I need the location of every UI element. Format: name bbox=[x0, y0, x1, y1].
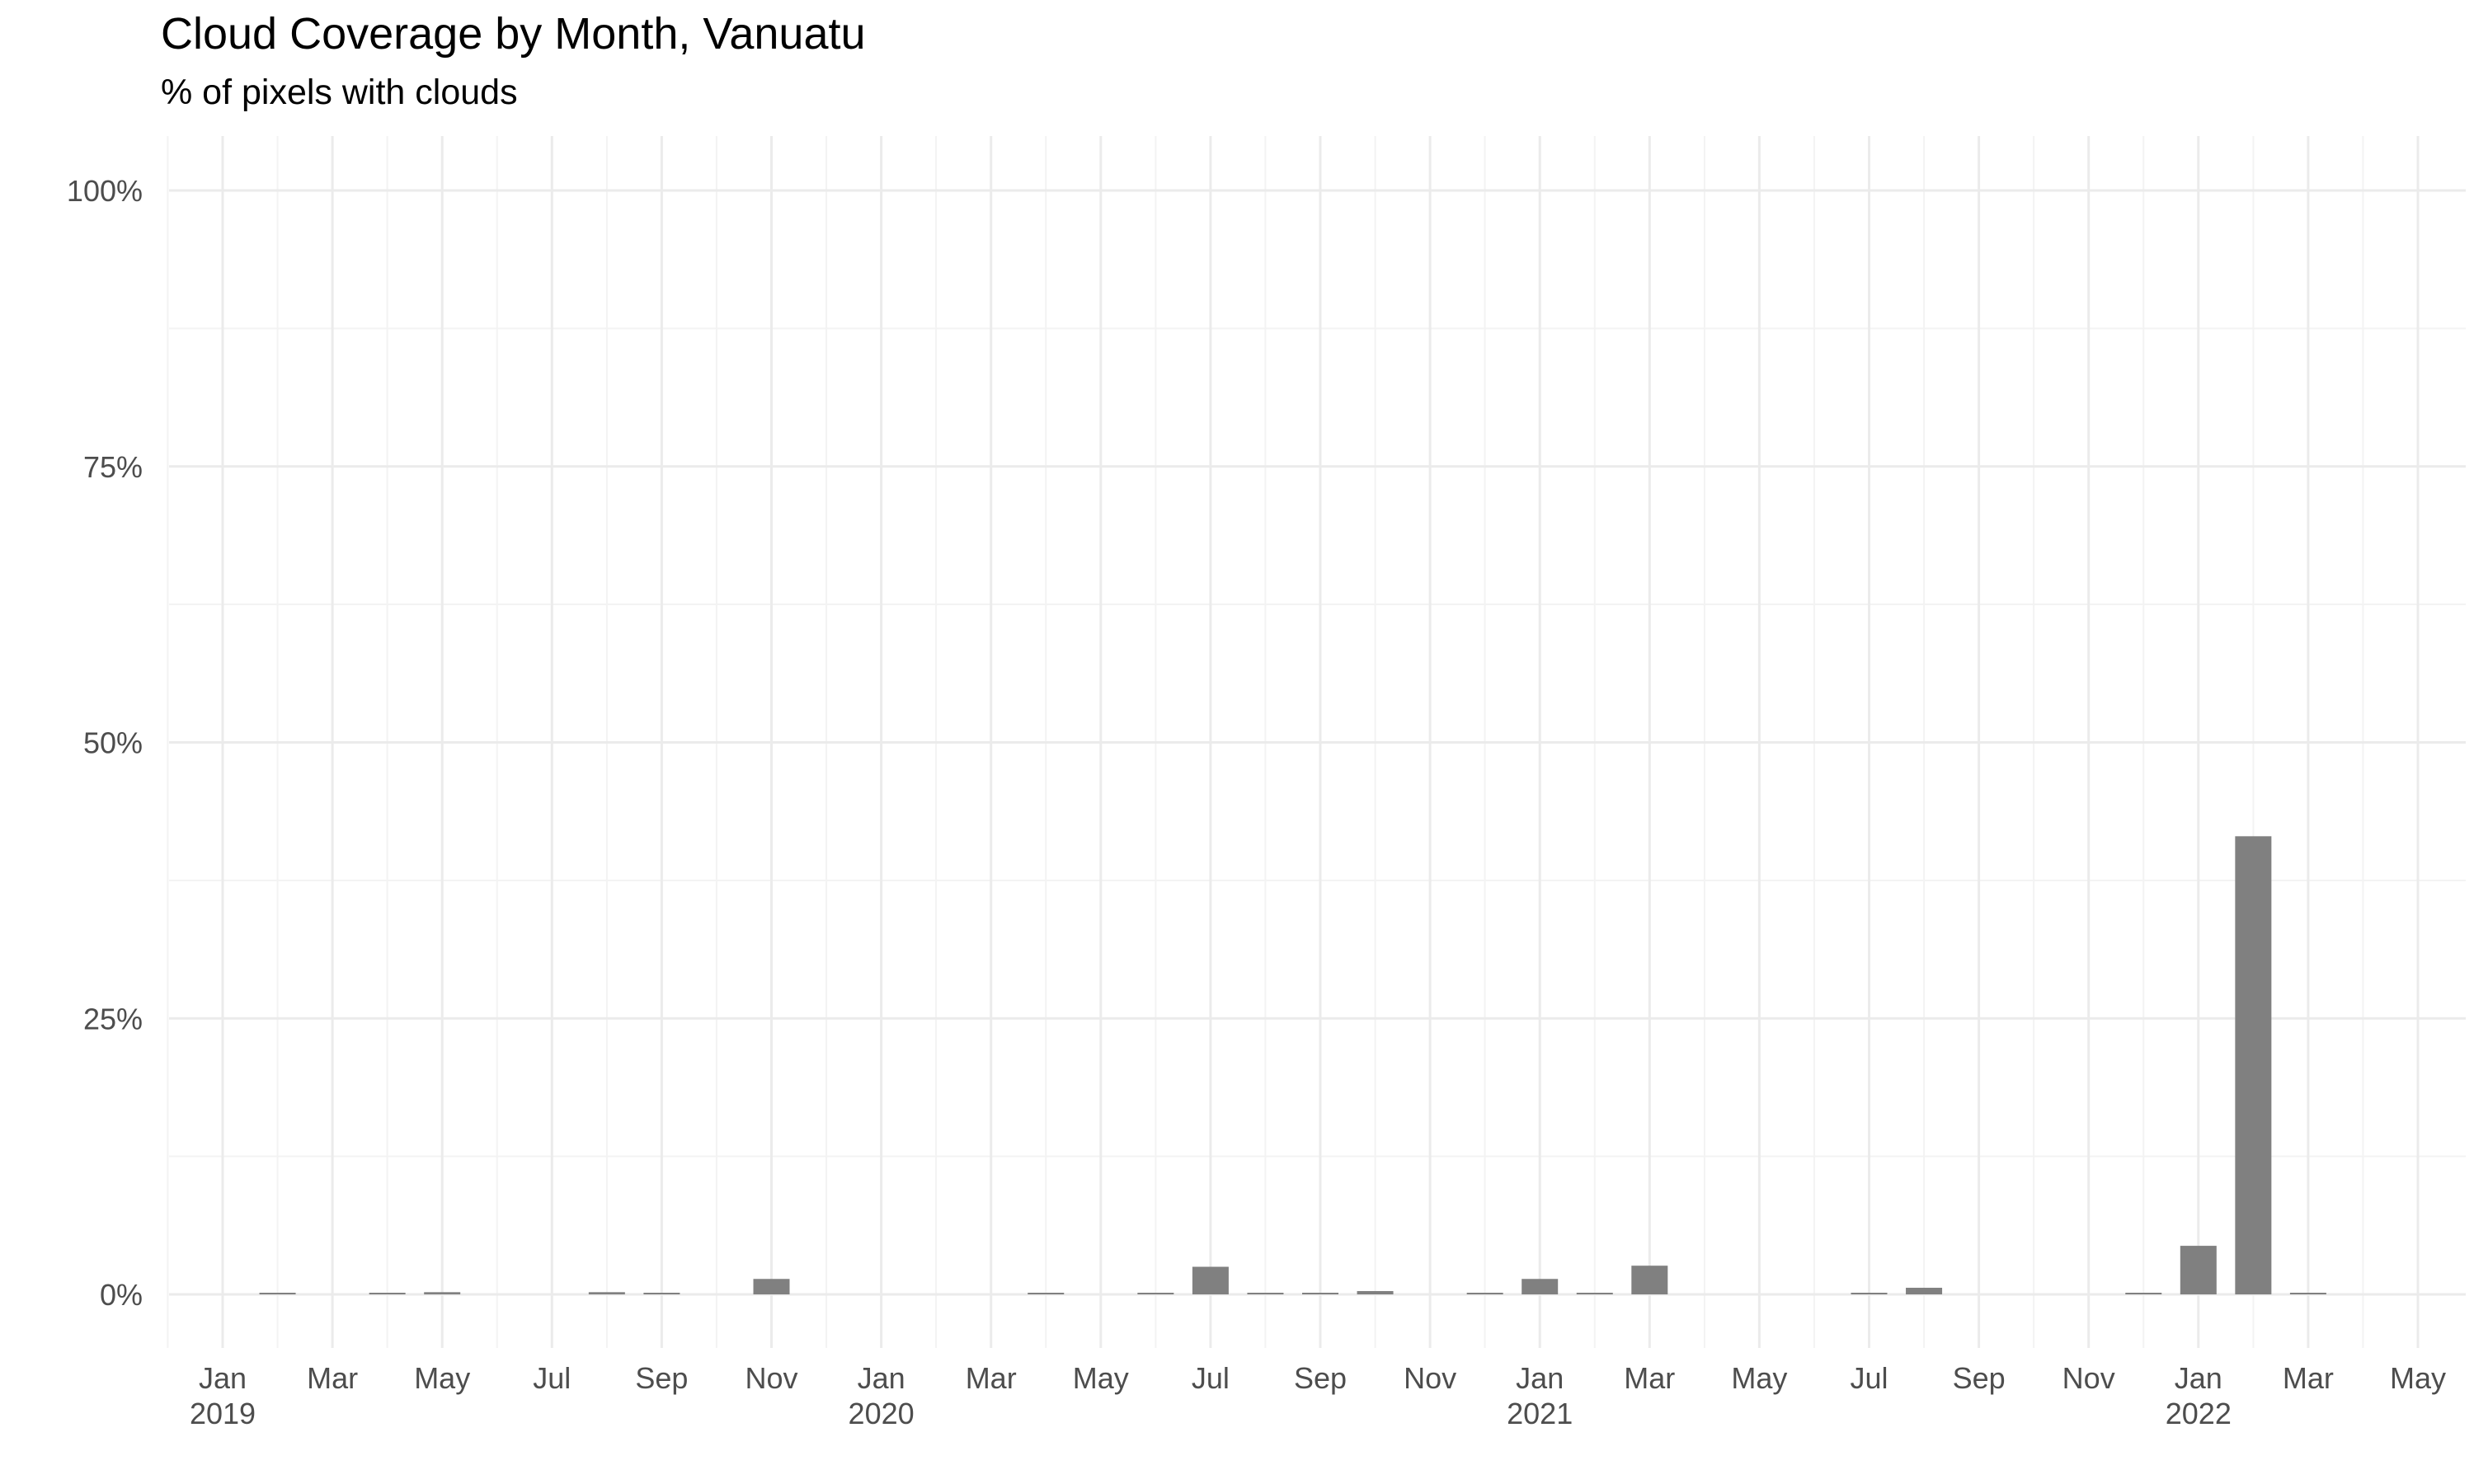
bar-2020-04 bbox=[1028, 1293, 1065, 1294]
bar-2022-03 bbox=[2289, 1293, 2326, 1294]
x-tick-label: Jan bbox=[1516, 1361, 1564, 1395]
x-tick-label: Nov bbox=[1404, 1361, 1456, 1395]
bar-2019-05 bbox=[424, 1292, 461, 1294]
bar-2022-02 bbox=[2235, 836, 2272, 1294]
x-tick-label: Jul bbox=[533, 1361, 571, 1395]
x-tick-year-label: 2021 bbox=[1507, 1397, 1573, 1430]
bar-2019-08 bbox=[588, 1292, 625, 1294]
x-tick-label: Sep bbox=[635, 1361, 688, 1395]
x-tick-label: May bbox=[1731, 1361, 1787, 1395]
x-tick-year-label: 2020 bbox=[849, 1397, 915, 1430]
x-tick-label: Jan bbox=[199, 1361, 247, 1395]
x-tick-label: Mar bbox=[966, 1361, 1017, 1395]
x-tick-year-label: 2019 bbox=[190, 1397, 256, 1430]
y-tick-label: 50% bbox=[83, 726, 143, 760]
x-tick-year-label: 2022 bbox=[2166, 1397, 2232, 1430]
y-tick-label: 0% bbox=[100, 1278, 143, 1312]
bar-2021-07 bbox=[1851, 1293, 1888, 1294]
x-tick-label: May bbox=[2390, 1361, 2446, 1395]
bar-2020-09 bbox=[1302, 1293, 1338, 1294]
bar-2020-10 bbox=[1357, 1290, 1394, 1294]
y-axis-tick-labels: 0% 25% 50% 75% 100% bbox=[67, 174, 143, 1312]
x-tick-label: Nov bbox=[2062, 1361, 2115, 1395]
chart-title: Cloud Coverage by Month, Vanuatu bbox=[161, 9, 866, 59]
bar-2019-04 bbox=[369, 1293, 406, 1294]
bar-2020-06 bbox=[1137, 1293, 1174, 1294]
bar-2020-08 bbox=[1247, 1293, 1284, 1294]
bar-2020-07 bbox=[1192, 1266, 1229, 1294]
bar-2021-12 bbox=[2125, 1293, 2162, 1294]
x-tick-label: Jan bbox=[2175, 1361, 2222, 1395]
x-tick-label: Mar bbox=[1624, 1361, 1675, 1395]
x-tick-label: May bbox=[1073, 1361, 1129, 1395]
bars-group bbox=[259, 836, 2326, 1294]
x-tick-label: Mar bbox=[2283, 1361, 2334, 1395]
bar-2021-01 bbox=[1522, 1279, 1559, 1294]
x-tick-label: Sep bbox=[1294, 1361, 1347, 1395]
y-tick-label: 100% bbox=[67, 174, 143, 208]
x-tick-label: Jul bbox=[1850, 1361, 1888, 1395]
bar-2022-01 bbox=[2180, 1246, 2217, 1294]
y-tick-label: 25% bbox=[83, 1002, 143, 1036]
x-tick-label: Jan bbox=[858, 1361, 905, 1395]
bar-2020-12 bbox=[1466, 1293, 1503, 1294]
bar-2021-03 bbox=[1631, 1266, 1668, 1294]
y-tick-label: 75% bbox=[83, 450, 143, 484]
x-tick-label: May bbox=[414, 1361, 470, 1395]
bar-2019-11 bbox=[753, 1279, 790, 1294]
x-tick-label: Jul bbox=[1192, 1361, 1230, 1395]
x-tick-label: Sep bbox=[1953, 1361, 2006, 1395]
chart-subtitle: % of pixels with clouds bbox=[161, 73, 518, 112]
x-tick-label: Nov bbox=[745, 1361, 797, 1395]
grid-major-lines bbox=[169, 136, 2466, 1348]
bar-2019-02 bbox=[259, 1293, 296, 1294]
bar-2021-02 bbox=[1576, 1293, 1613, 1294]
bar-2019-09 bbox=[643, 1293, 680, 1294]
x-tick-label: Mar bbox=[307, 1361, 358, 1395]
bar-2021-08 bbox=[1906, 1287, 1943, 1294]
